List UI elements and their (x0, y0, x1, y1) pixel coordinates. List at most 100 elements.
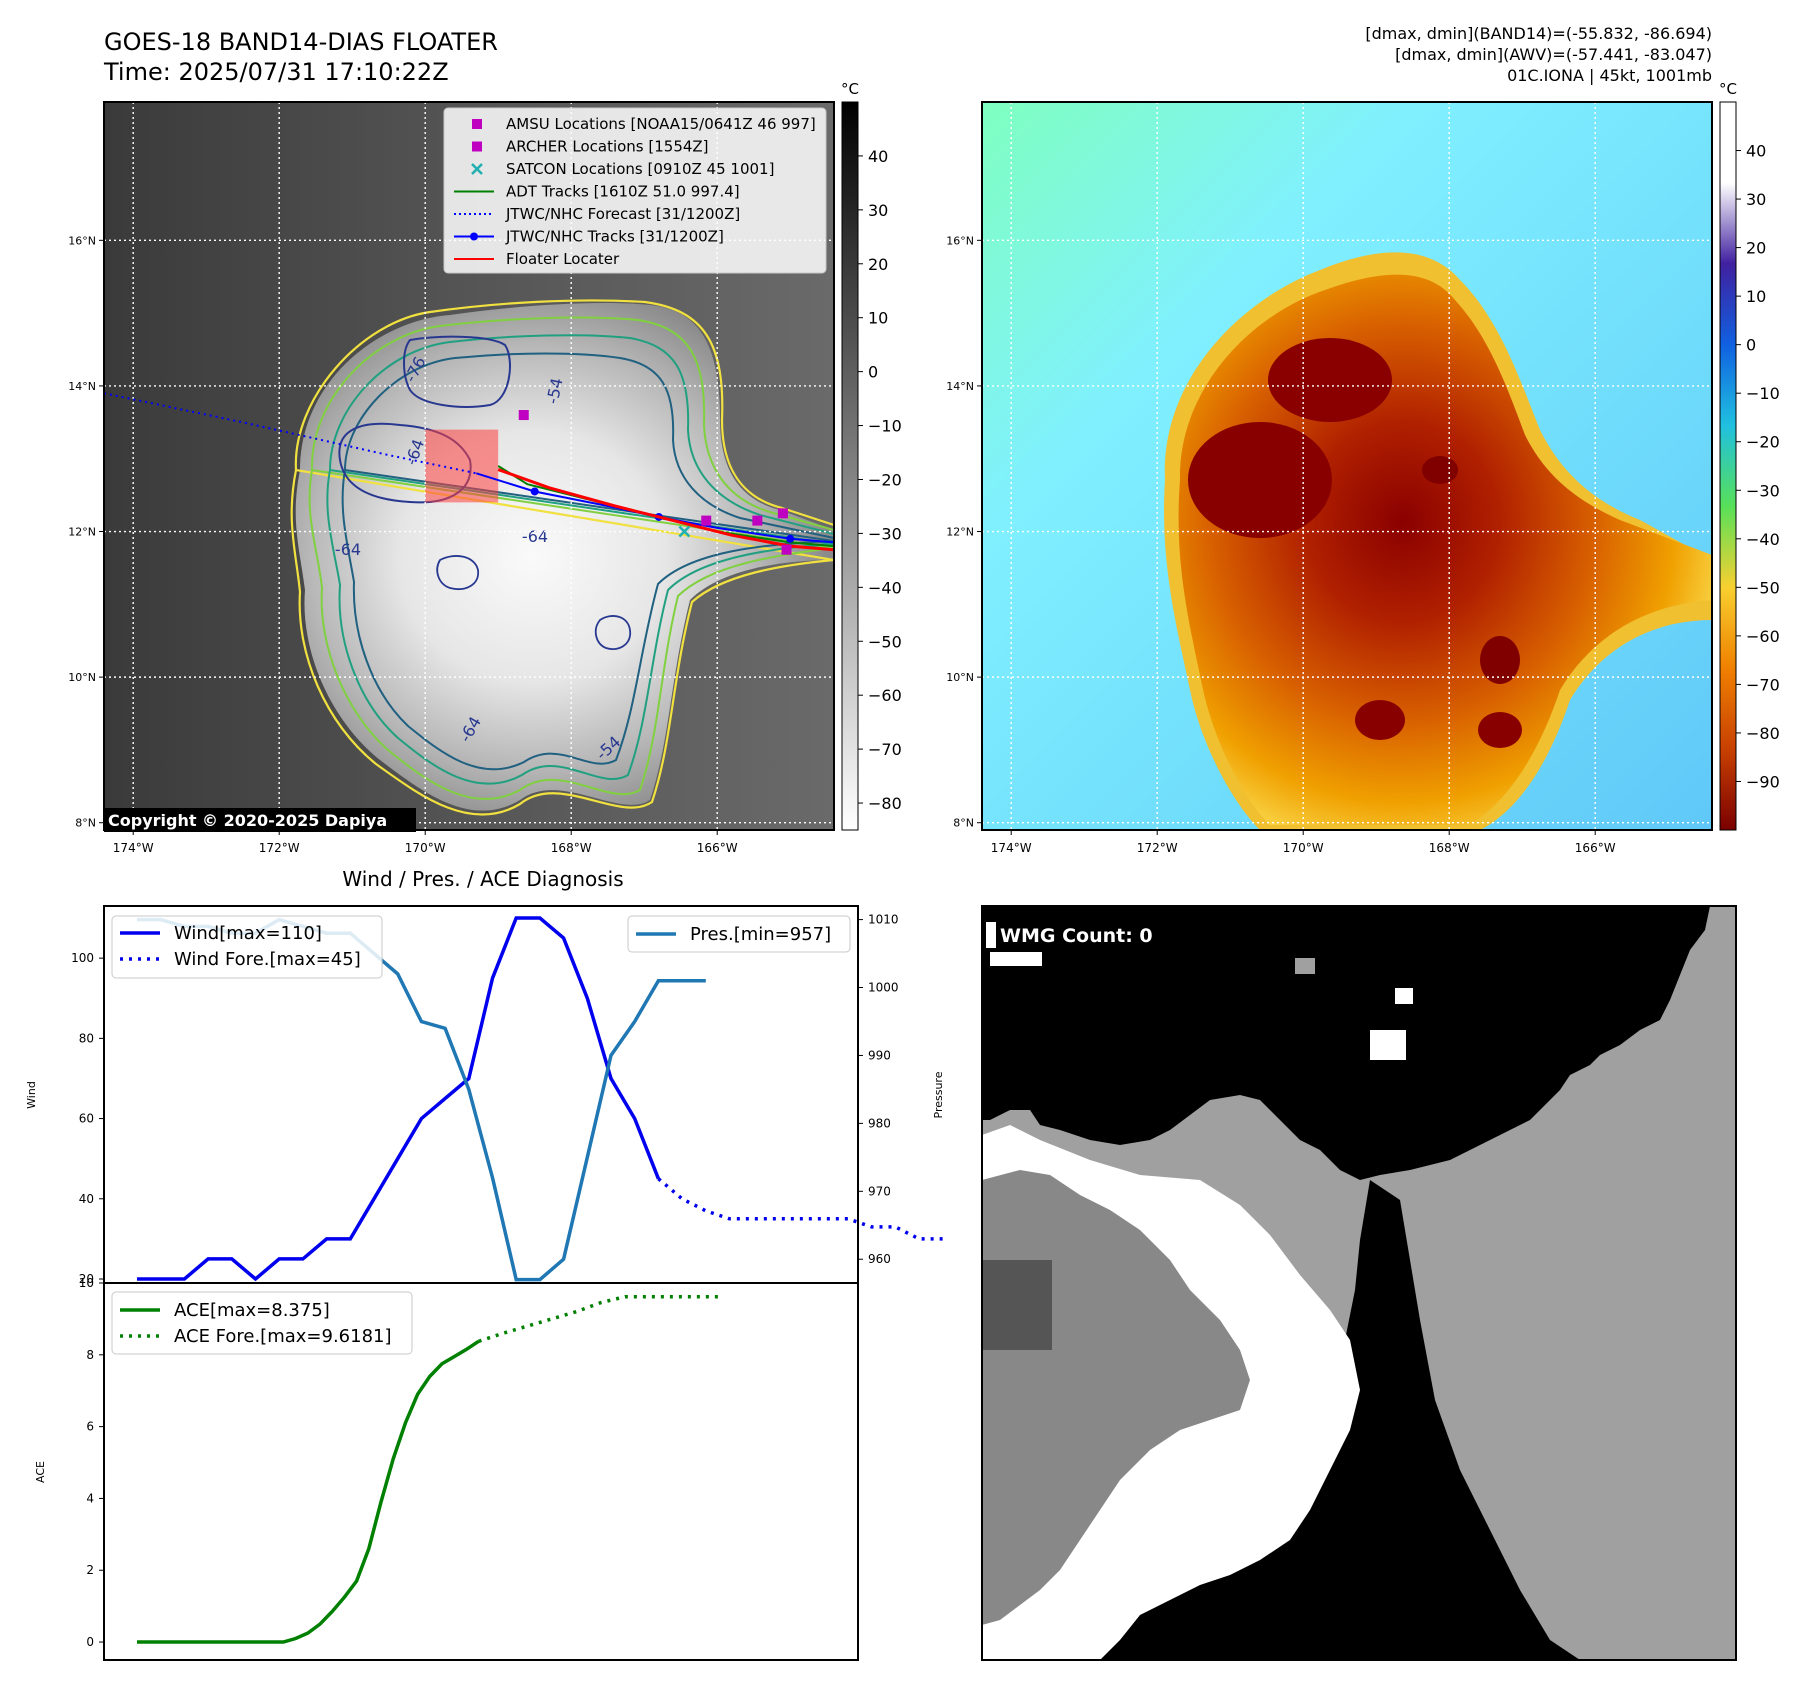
wind-y-tick-label: 40 (79, 1192, 94, 1206)
ace-legend-label: ACE[max=8.375] (174, 1300, 330, 1321)
amsu-location-marker (701, 515, 712, 526)
pressure-y-tick-label: 990 (868, 1048, 891, 1062)
series-line-1 (657, 1177, 943, 1241)
colorbar-tick-label: −80 (868, 794, 902, 813)
wind-y-tick-label: 60 (79, 1112, 94, 1126)
wmg-white-speck-3 (1395, 988, 1413, 1004)
legend-label: Floater Locater (506, 250, 620, 268)
pressure-legend: Pres.[min=957] (627, 915, 851, 953)
ace-legend-label: ACE Fore.[max=9.6181] (174, 1326, 392, 1347)
colorbar-tick-label: −10 (868, 417, 902, 436)
colorbar-tick-label: 20 (1746, 239, 1766, 258)
ace-series-line-1 (478, 1294, 723, 1343)
legend-square-marker (472, 119, 482, 129)
pressure-y-tick-label: 1010 (868, 913, 899, 927)
colorbar-tick-label: −60 (1746, 627, 1780, 646)
contour-label: -64 (522, 527, 548, 546)
contour-yellow (290, 299, 834, 816)
lon-tick-label: 166°W (697, 841, 738, 855)
wind-legend: Wind[max=110] Wind Fore.[max=45] (111, 915, 383, 979)
jtwc-track-point (530, 487, 539, 496)
color-map-gridlines (982, 102, 1712, 830)
wind-axis-label: Wind (25, 1081, 38, 1109)
lat-tick-label: 12°N (68, 526, 96, 539)
colorbar-tick-label: 0 (868, 363, 878, 382)
ace-axis-label: ACE (34, 1461, 47, 1483)
wind-legend-box (111, 915, 383, 979)
ace-legend-box (111, 1291, 413, 1355)
map-legend: AMSU Locations [NOAA15/0641Z 46 997] ARCH… (443, 107, 827, 274)
contour-labels: -76-64-64-64-54-64-54 (335, 353, 624, 763)
contour-label: -64 (335, 540, 361, 559)
lat-tick-label: 10°N (946, 671, 974, 684)
wmg-count-label: WMG Count: 0 (1000, 925, 1153, 947)
cold-top-center (1422, 456, 1458, 484)
cold-top-south (1355, 700, 1405, 740)
lat-tick-label: 8°N (75, 817, 96, 830)
colorbar-tick-label: −40 (1746, 530, 1780, 549)
ace-y-tick-label: 0 (86, 1635, 94, 1649)
colorbar-tick-label: 40 (1746, 142, 1766, 161)
figure-time: Time: 2025/07/31 17:10:22Z (103, 58, 449, 86)
pressure-legend-label: Pres.[min=957] (690, 924, 831, 945)
lon-tick-label: 174°W (113, 841, 154, 855)
legend-label: ARCHER Locations [1554Z] (506, 138, 709, 156)
wind-y-tick-label: 80 (79, 1031, 94, 1045)
gray-colorbar (841, 101, 859, 831)
legend-x-marker (471, 163, 483, 175)
colorbar-tick-label: 10 (868, 309, 888, 328)
color-map-panel (982, 102, 1712, 830)
contour-navy-north (403, 335, 511, 408)
wmg-frame (981, 905, 1737, 1661)
copyright-text: Copyright © 2020-2025 Dapiya (108, 811, 387, 830)
amsu-location-marker (777, 508, 788, 519)
pressure-y-tick-label: 970 (868, 1184, 891, 1198)
colorbar-tick-label: 0 (1746, 336, 1756, 355)
contour-green-light (308, 316, 834, 800)
cold-top-southeast-2 (1478, 712, 1522, 748)
wmg-gray-speck (1295, 958, 1315, 974)
info-line-1: [dmax, dmin](BAND14)=(-55.832, -86.694) (1365, 24, 1712, 43)
colorbar-tick-label: −20 (1746, 433, 1780, 452)
lat-tick-label: 16°N (946, 234, 974, 247)
lat-tick-label: 8°N (953, 817, 974, 830)
lon-tick-label: 166°W (1575, 841, 1616, 855)
contour-navy-east (594, 615, 631, 650)
lon-tick-label: 172°W (259, 841, 300, 855)
contour-navy-south (436, 555, 479, 590)
lon-tick-label: 174°W (991, 841, 1032, 855)
colorbar-tick-label: −40 (868, 578, 902, 597)
colorbar-tick-label: 40 (868, 147, 888, 166)
lat-tick-label: 14°N (946, 380, 974, 393)
color-map-frame (981, 101, 1713, 831)
colorbar-tick-label: −20 (868, 470, 902, 489)
floater-box (425, 429, 499, 503)
series-line-0 (137, 916, 661, 1282)
diagnosis-title: Wind / Pres. / ACE Diagnosis (342, 867, 623, 891)
pressure-legend-box (627, 915, 851, 953)
colorbar-tick-label: −50 (1746, 578, 1780, 597)
jtwc-track-point (786, 534, 795, 543)
wind-y-tick-label: 100 (71, 951, 94, 965)
lat-tick-label: 14°N (68, 380, 96, 393)
pressure-y-tick-label: 960 (868, 1252, 891, 1266)
lat-tick-label: 10°N (68, 671, 96, 684)
colorbar-tick-label: −50 (868, 632, 902, 651)
legend-label: AMSU Locations [NOAA15/0641Z 46 997] (506, 115, 816, 133)
color-colorbar-ticks: 40 30 20 10 0 −10 −20 −30 −40 −50 −60 −70 −80 −90 (1736, 142, 1780, 791)
lat-tick-label: 12°N (946, 526, 974, 539)
gray-colorbar-ticks: 40 30 20 10 0 −10 −20 −30 −40 −50 −60 −70 −80 (858, 147, 902, 813)
colorbar-tick-label: 10 (1746, 287, 1766, 306)
colorbar-tick-label: 30 (868, 201, 888, 220)
contour-teal (326, 334, 834, 785)
lon-tick-label: 172°W (1137, 841, 1178, 855)
ace-y-tick-label: 4 (86, 1491, 94, 1505)
legend-label: SATCON Locations [0910Z 45 1001] (506, 160, 774, 178)
cold-top-southeast (1480, 636, 1520, 684)
ir-map-ticks: 174°W 172°W 170°W 168°W 166°W 8°N 10°N 12°N 14°N… (68, 234, 737, 855)
wmg-panel (982, 906, 1736, 1660)
storm-tracks (104, 392, 834, 555)
archer-location-marker (781, 544, 792, 555)
wmg-dark-patch (982, 1260, 1052, 1350)
figure-title: GOES-18 BAND14-DIAS FLOATER (104, 28, 498, 56)
